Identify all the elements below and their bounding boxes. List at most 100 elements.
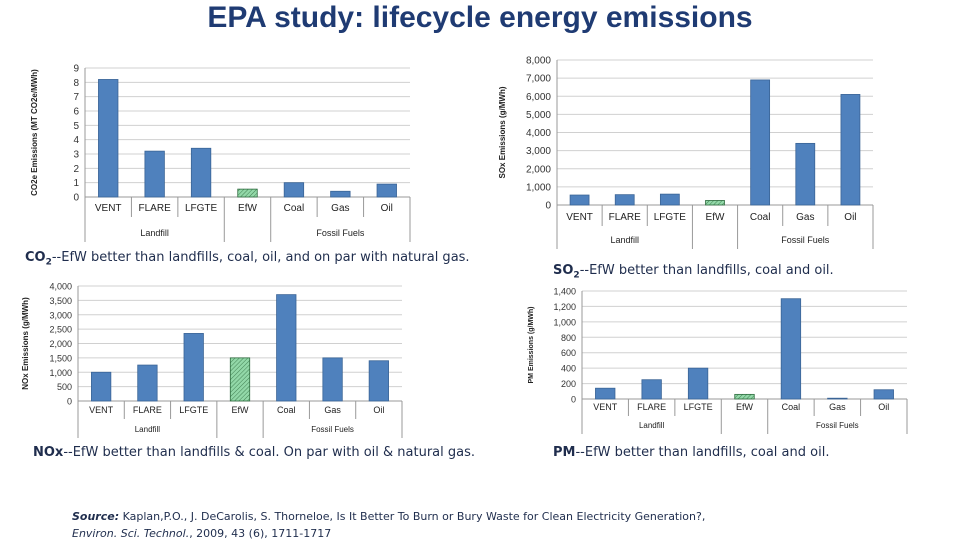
y-tick-label: 3,000 (526, 146, 551, 157)
bar-lfgte (183, 333, 204, 402)
x-tick-label: Oil (381, 203, 393, 214)
bar-coal (276, 294, 297, 402)
group-label: Landfill (135, 425, 161, 434)
x-tick-label: LFGTE (185, 203, 218, 214)
bar-vent (98, 79, 119, 198)
x-tick-label: LFGTE (654, 212, 687, 223)
bar-gas (330, 190, 351, 198)
y-tick-label: 8,000 (526, 56, 551, 67)
x-tick-label: Oil (878, 402, 889, 412)
y-tick-label: 600 (561, 348, 576, 358)
x-tick-label: Coal (782, 402, 801, 412)
y-tick-label: 7 (73, 92, 79, 103)
y-tick-label: 2,000 (49, 339, 72, 349)
x-tick-label: EfW (232, 405, 250, 415)
y-tick-label: 1,500 (49, 353, 72, 363)
co2-caption-text: --EfW better than landfills, coal, oil, … (51, 250, 470, 265)
group-label: Fossil Fuels (816, 421, 859, 430)
x-tick-label: EfW (736, 402, 754, 412)
sox-emissions-chart: 0 1,000 2,000 3,000 4,000 5,000 6,000 7,000 8,00… (498, 56, 874, 249)
pm-caption-text: --EfW better than landfills, coal and oi… (575, 445, 830, 460)
x-tick-label: LFGTE (684, 402, 713, 412)
y-tick-label: 3 (73, 150, 79, 161)
bar-efw (237, 188, 258, 198)
bar-coal (283, 182, 305, 198)
nox-caption-text: --EfW better than landfills & coal. On p… (63, 445, 475, 460)
x-tick-label: Coal (750, 212, 771, 223)
group-label: Fossil Fuels (781, 235, 830, 245)
group-label: Landfill (610, 235, 639, 245)
nox-caption-lead: NOx (33, 445, 64, 460)
y-tick-label: 2,500 (49, 325, 72, 335)
y-axis-label: PM Emissions (g/MWh) (528, 307, 535, 384)
y-tick-label: 9 (73, 64, 79, 75)
source-journal: Environ. Sci. Technol. (72, 527, 190, 540)
co2-caption-subscript: 2 (45, 257, 52, 268)
bar-flare (614, 194, 635, 206)
x-tick-label: Gas (324, 405, 341, 415)
group-label: Landfill (140, 228, 169, 238)
y-tick-label: 400 (561, 364, 576, 374)
bar-flare (144, 150, 165, 198)
x-tick-label: FLARE (133, 405, 162, 415)
source-details: , 2009, 43 (6), 1711-1717 (189, 527, 332, 540)
y-tick-label: 5,000 (526, 110, 551, 121)
so2-caption-lead: SO (553, 263, 574, 278)
bar-efw (705, 200, 725, 206)
x-tick-label: FLARE (637, 402, 666, 412)
bar-coal (750, 79, 771, 206)
x-tick-label: VENT (593, 402, 618, 412)
y-tick-label: 5 (73, 121, 79, 132)
bar-oil (376, 183, 397, 198)
y-tick-label: 3,500 (49, 296, 72, 306)
x-tick-label: Gas (796, 212, 814, 223)
y-tick-label: 0 (73, 193, 79, 204)
bar-efw (229, 357, 251, 402)
nox-caption: NOx--EfW better than landfills & coal. O… (33, 445, 475, 460)
bar-coal (780, 298, 802, 400)
bar-lfgte (687, 367, 709, 400)
bar-gas (322, 357, 343, 402)
group-label: Landfill (639, 421, 665, 430)
x-tick-label: EfW (706, 212, 725, 223)
x-tick-label: Coal (277, 405, 296, 415)
x-tick-label: Gas (829, 402, 846, 412)
y-tick-label: 8 (73, 78, 79, 89)
x-tick-label: Oil (373, 405, 384, 415)
y-axis-label: CO2e Emissions (MT CO2e/MWh) (30, 69, 39, 196)
pm-caption-lead: PM (553, 445, 576, 460)
bar-flare (641, 379, 662, 400)
so2-caption-subscript: 2 (573, 270, 580, 281)
group-label: Fossil Fuels (311, 425, 354, 434)
nox-emissions-chart: 0 500 1,000 1,500 2,000 2,500 3,000 3,500 4,000 N… (21, 282, 403, 438)
group-label: Fossil Fuels (316, 228, 365, 238)
y-tick-label: 0 (571, 395, 576, 405)
y-tick-label: 1,400 (553, 287, 576, 297)
bar-lfgte (659, 193, 680, 206)
y-tick-label: 6,000 (526, 92, 551, 103)
bar-oil (840, 94, 861, 206)
x-tick-label: FLARE (139, 203, 172, 214)
y-tick-label: 4 (73, 135, 79, 146)
y-tick-label: 800 (561, 333, 576, 343)
bar-vent (595, 387, 616, 400)
y-axis-label: NOx Emissions (g/MWh) (21, 297, 30, 390)
y-tick-label: 7,000 (526, 74, 551, 85)
x-tick-label: LFGTE (179, 405, 208, 415)
y-tick-label: 6 (73, 107, 79, 118)
y-tick-label: 1,000 (49, 368, 72, 378)
pm-caption: PM--EfW better than landfills, coal and … (553, 445, 829, 460)
y-tick-label: 4,000 (526, 128, 551, 139)
source-label: Source: (72, 510, 120, 523)
x-tick-label: EfW (238, 203, 257, 214)
bar-oil (873, 389, 894, 400)
bar-lfgte (190, 147, 212, 198)
y-tick-label: 500 (57, 382, 72, 392)
bar-gas (827, 397, 848, 400)
co2-caption-lead: CO (25, 250, 46, 265)
y-tick-label: 1,200 (553, 302, 576, 312)
bar-efw (734, 393, 755, 400)
bar-flare (137, 364, 158, 402)
y-tick-label: 2,000 (526, 164, 551, 175)
x-tick-label: VENT (566, 212, 593, 223)
